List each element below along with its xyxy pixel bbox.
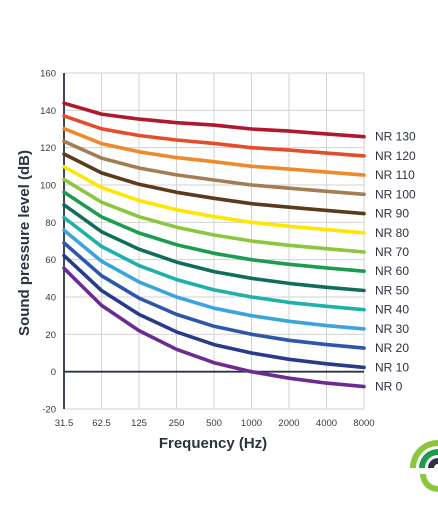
y-axis-ticks: 160 140 120 100 80 60 40 20 0 -20	[40, 69, 56, 416]
series-line-nr-10	[62, 253, 366, 370]
series-label-nr-120: NR 120	[375, 149, 416, 163]
series-label-nr-130: NR 130	[375, 130, 416, 144]
y-tick-label: 100	[40, 181, 56, 192]
series-label-nr-50: NR 50	[375, 283, 409, 297]
x-tick-label: 8000	[353, 418, 374, 429]
series-label-nr-10: NR 10	[375, 360, 409, 374]
series-line-nr-30	[62, 228, 366, 331]
series-line-nr-80	[62, 164, 366, 235]
series-lines	[62, 101, 366, 389]
series-line-nr-70	[62, 177, 366, 254]
series-label-nr-0: NR 0	[375, 380, 403, 394]
series-line-nr-130	[62, 101, 366, 139]
series-labels: NR 0 NR 10 NR 20 NR 30 NR 40 NR 50 NR 60 NR 70 N…	[375, 130, 416, 394]
series-line-nr-60	[62, 190, 366, 274]
y-tick-label: 0	[51, 367, 56, 378]
series-label-nr-40: NR 40	[375, 303, 409, 317]
series-line-nr-20	[62, 241, 366, 350]
y-tick-label: -20	[42, 405, 56, 416]
x-tick-label: 250	[169, 418, 185, 429]
x-axis-ticks: 31.5 62.5 125 250 500 1000 2000 4000 8000	[55, 418, 375, 429]
logo-arc-low	[420, 474, 438, 492]
y-tick-label: 160	[40, 69, 56, 80]
x-tick-label: 500	[206, 418, 222, 429]
y-axis-title: Sound pressure level (dB)	[16, 150, 33, 336]
series-label-nr-70: NR 70	[375, 245, 409, 259]
y-tick-label: 60	[45, 255, 56, 266]
series-label-nr-60: NR 60	[375, 264, 409, 278]
series-line-nr-50	[62, 203, 366, 293]
logo-arc-inner	[428, 458, 438, 468]
y-tick-label: 120	[40, 143, 56, 154]
x-tick-label: 1000	[241, 418, 262, 429]
logo-arc-middle	[419, 449, 438, 468]
y-tick-label: 20	[45, 330, 56, 341]
series-line-nr-90	[62, 152, 366, 216]
logo-arc-outer	[410, 440, 438, 468]
series-label-nr-90: NR 90	[375, 207, 409, 221]
series-label-nr-20: NR 20	[375, 341, 409, 355]
series-label-nr-80: NR 80	[375, 226, 409, 240]
x-tick-label: 31.5	[55, 418, 74, 429]
y-tick-label: 40	[45, 293, 56, 304]
series-line-nr-0	[62, 266, 366, 389]
x-tick-label: 62.5	[92, 418, 111, 429]
series-line-nr-110	[62, 126, 366, 177]
x-tick-label: 4000	[316, 418, 337, 429]
y-tick-label: 140	[40, 106, 56, 117]
x-axis-title: Frequency (Hz)	[159, 435, 267, 452]
y-tick-label: 80	[45, 218, 56, 229]
x-tick-label: 2000	[278, 418, 299, 429]
logo	[410, 440, 438, 492]
series-label-nr-110: NR 110	[375, 168, 415, 182]
series-label-nr-100: NR 100	[375, 187, 416, 201]
series-label-nr-30: NR 30	[375, 322, 409, 336]
series-line-nr-120	[62, 114, 366, 158]
series-line-nr-100	[62, 139, 366, 197]
series-line-nr-40	[62, 215, 366, 312]
x-tick-label: 125	[131, 418, 147, 429]
